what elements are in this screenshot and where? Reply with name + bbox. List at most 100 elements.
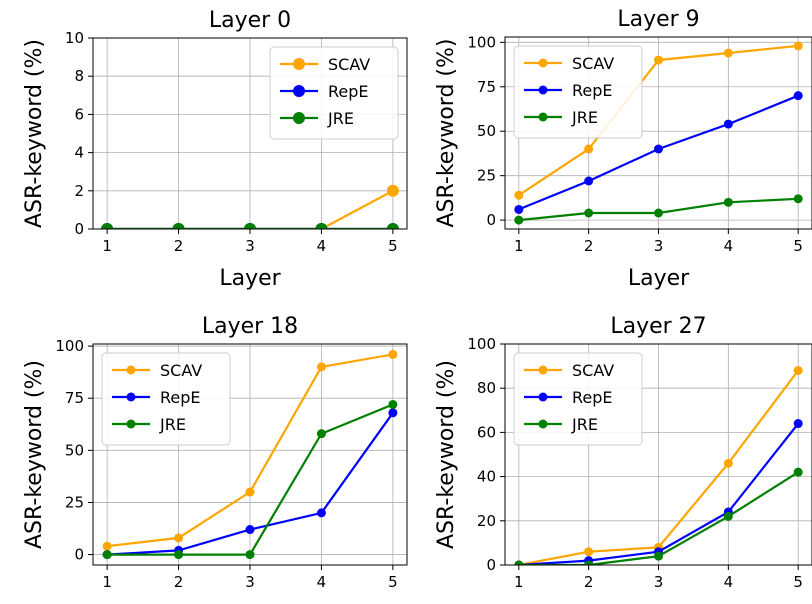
plot-area bbox=[101, 184, 399, 229]
data-point-repe bbox=[793, 91, 803, 101]
chart-title: Layer 9 bbox=[617, 7, 699, 32]
legend: SCAV RepE JRE bbox=[269, 46, 399, 140]
chart-panel-0: 1 2 3 4 5 0 2 4 6 8 10 Layer 0 Layer ASR-keyword (%) S… bbox=[22, 8, 408, 291]
data-point-jre bbox=[174, 550, 184, 560]
x-tick-label: 2 bbox=[584, 237, 594, 255]
chart-title: Layer 0 bbox=[209, 8, 291, 33]
legend-swatch-marker bbox=[538, 392, 548, 402]
chart-title: Layer 27 bbox=[610, 314, 706, 339]
legend-swatch-marker bbox=[293, 58, 305, 70]
legend-swatch-marker bbox=[538, 419, 548, 429]
data-point-scav bbox=[654, 55, 663, 65]
data-point-jre bbox=[244, 223, 256, 229]
legend-label: SCAV bbox=[572, 54, 614, 73]
x-axis-label: Layer bbox=[219, 266, 281, 291]
y-tick-label: 40 bbox=[477, 468, 496, 486]
data-point-scav bbox=[793, 41, 803, 51]
x-tick-label: 2 bbox=[584, 573, 594, 591]
legend-swatch-marker bbox=[126, 392, 136, 402]
data-point-jre bbox=[723, 197, 733, 207]
chart-title: Layer 18 bbox=[202, 314, 298, 339]
data-point-jre bbox=[654, 208, 663, 218]
x-tick-label: 4 bbox=[724, 237, 734, 255]
plot-area bbox=[102, 349, 398, 560]
y-axis-label: ASR-keyword (%) bbox=[22, 39, 47, 228]
data-point-jre bbox=[315, 223, 328, 229]
y-tick-label: 0 bbox=[74, 546, 84, 564]
x-tick-label: 4 bbox=[317, 237, 327, 255]
x-tick-label: 3 bbox=[245, 573, 255, 591]
y-tick-label: 8 bbox=[74, 67, 84, 85]
y-tick-label: 50 bbox=[65, 441, 84, 459]
y-axis-label: ASR-keyword (%) bbox=[434, 360, 459, 549]
x-tick-label: 1 bbox=[102, 237, 112, 255]
data-point-jre bbox=[584, 208, 594, 218]
data-point-scav bbox=[102, 541, 112, 551]
legend-label: SCAV bbox=[572, 361, 614, 380]
legend-swatch-marker bbox=[126, 365, 136, 375]
y-tick-label: 0 bbox=[486, 211, 496, 229]
data-point-jre bbox=[102, 550, 112, 560]
x-tick-label: 2 bbox=[174, 573, 184, 591]
y-tick-label: 25 bbox=[65, 493, 84, 511]
x-axis-label: Layer bbox=[628, 266, 690, 291]
y-tick-label: 75 bbox=[477, 78, 496, 96]
plot-area bbox=[514, 41, 803, 225]
data-point-jre bbox=[793, 467, 803, 477]
series-line-scav bbox=[107, 189, 394, 229]
y-axis-label: ASR-keyword (%) bbox=[22, 360, 47, 549]
data-point-repe bbox=[654, 144, 663, 154]
legend-label: JRE bbox=[571, 108, 598, 127]
x-tick-label: 5 bbox=[793, 237, 803, 255]
x-tick-label: 3 bbox=[654, 573, 664, 591]
data-point-repe bbox=[316, 508, 326, 518]
data-point-jre bbox=[386, 223, 399, 229]
data-point-scav bbox=[514, 190, 524, 200]
data-point-scav bbox=[386, 184, 399, 197]
y-tick-label: 4 bbox=[74, 144, 84, 162]
legend-swatch-marker bbox=[293, 112, 305, 124]
data-point-repe bbox=[793, 419, 803, 429]
legend-label: RepE bbox=[160, 388, 201, 407]
data-point-jre bbox=[514, 560, 524, 565]
data-point-scav bbox=[584, 547, 594, 557]
data-point-jre bbox=[101, 223, 114, 229]
data-point-jre bbox=[793, 194, 803, 204]
data-point-scav bbox=[316, 362, 326, 372]
data-point-scav bbox=[723, 48, 733, 58]
x-tick-label: 4 bbox=[724, 573, 734, 591]
y-tick-label: 20 bbox=[477, 512, 496, 530]
data-point-jre bbox=[584, 560, 594, 565]
x-tick-label: 1 bbox=[514, 573, 524, 591]
data-point-repe bbox=[388, 408, 398, 418]
legend-label: RepE bbox=[572, 81, 613, 100]
legend-label: SCAV bbox=[328, 55, 370, 74]
data-point-scav bbox=[245, 487, 255, 497]
y-tick-label: 25 bbox=[477, 167, 496, 185]
y-tick-label: 75 bbox=[65, 389, 84, 407]
legend-swatch-marker bbox=[538, 112, 548, 122]
y-tick-label: 80 bbox=[477, 379, 496, 397]
y-tick-label: 2 bbox=[74, 182, 84, 200]
legend-swatch-marker bbox=[126, 419, 136, 429]
y-tick-label: 100 bbox=[467, 335, 496, 353]
data-point-scav bbox=[584, 144, 594, 154]
x-tick-label: 1 bbox=[514, 237, 524, 255]
data-point-jre bbox=[316, 429, 326, 439]
legend-swatch-marker bbox=[538, 365, 548, 375]
x-tick-label: 2 bbox=[174, 237, 184, 255]
x-tick-label: 5 bbox=[793, 573, 803, 591]
x-tick-label: 5 bbox=[388, 237, 398, 255]
legend-swatch-marker bbox=[538, 58, 548, 68]
data-point-jre bbox=[514, 215, 524, 225]
y-axis-label: ASR-keyword (%) bbox=[434, 39, 459, 228]
x-tick-label: 3 bbox=[245, 237, 255, 255]
data-point-repe bbox=[723, 119, 733, 129]
x-axis-label: Layer bbox=[628, 602, 690, 604]
data-point-jre bbox=[723, 511, 733, 521]
legend-swatch-marker bbox=[538, 85, 548, 95]
legend: SCAV RepE JRE bbox=[101, 352, 231, 446]
